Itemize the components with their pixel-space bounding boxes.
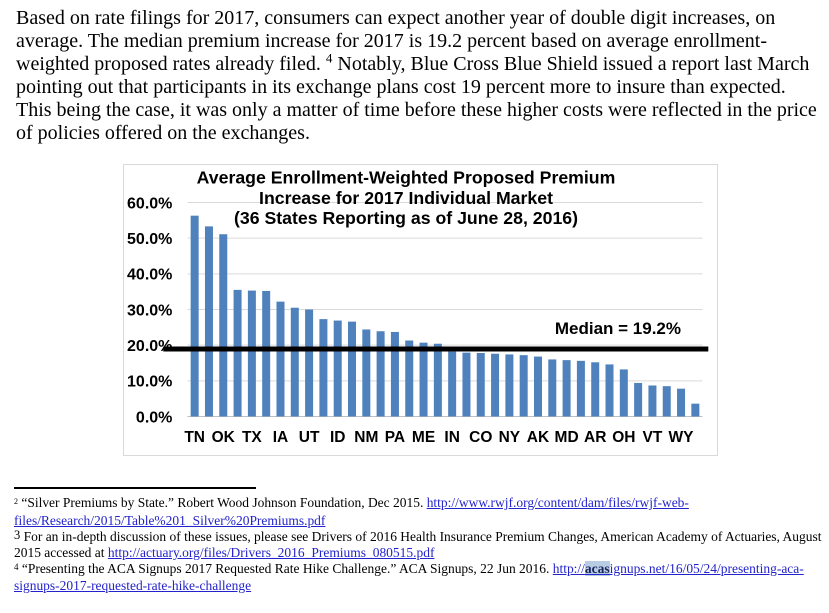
svg-text:40.0%: 40.0%	[127, 267, 172, 284]
svg-text:NY: NY	[499, 429, 521, 446]
svg-text:AR: AR	[584, 429, 606, 446]
svg-text:Increase for 2017 Individual M: Increase for 2017 Individual Market	[259, 188, 553, 208]
svg-text:20.0%: 20.0%	[127, 338, 172, 355]
svg-text:IA: IA	[273, 429, 289, 446]
svg-text:OH: OH	[612, 429, 635, 446]
svg-text:WY: WY	[669, 429, 695, 446]
svg-text:UT: UT	[299, 429, 320, 446]
svg-text:(36 States Reporting as of Jun: (36 States Reporting as of June 28, 2016…	[234, 208, 578, 228]
svg-text:ME: ME	[412, 429, 435, 446]
svg-text:TX: TX	[242, 429, 262, 446]
svg-text:Median = 19.2%: Median = 19.2%	[555, 319, 681, 338]
svg-text:0.0%: 0.0%	[136, 409, 172, 426]
svg-text:OK: OK	[212, 429, 236, 446]
svg-text:ID: ID	[330, 429, 346, 446]
svg-text:MD: MD	[555, 429, 579, 446]
svg-text:NM: NM	[354, 429, 378, 446]
svg-text:VT: VT	[643, 429, 663, 446]
svg-text:CO: CO	[469, 429, 492, 446]
svg-text:TN: TN	[184, 429, 205, 446]
svg-text:AK: AK	[527, 429, 550, 446]
svg-text:Average Enrollment-Weighted Pr: Average Enrollment-Weighted Proposed Pre…	[197, 168, 616, 188]
svg-text:10.0%: 10.0%	[127, 374, 172, 391]
svg-text:50.0%: 50.0%	[127, 231, 172, 248]
svg-text:PA: PA	[385, 429, 405, 446]
svg-text:30.0%: 30.0%	[127, 302, 172, 319]
svg-text:60.0%: 60.0%	[127, 195, 172, 212]
svg-text:IN: IN	[444, 429, 460, 446]
